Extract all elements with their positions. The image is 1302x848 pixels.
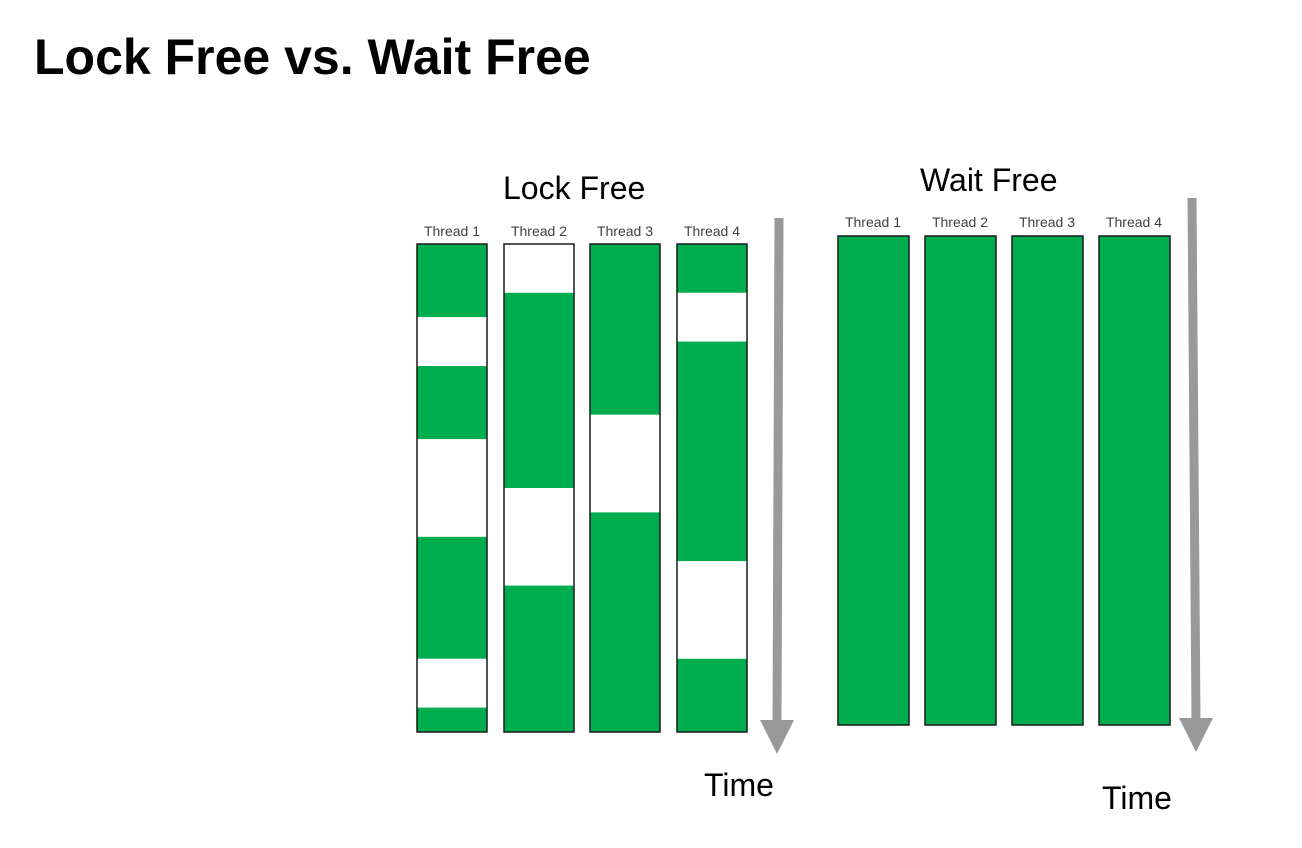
lock-free-thread-bars bbox=[416, 243, 748, 733]
lock-free-thread-1-running-segment bbox=[417, 244, 487, 318]
lock-free-thread-1-bar-outline bbox=[416, 243, 488, 733]
lock-free-thread-2-running-segment bbox=[504, 292, 574, 488]
lock-free-thread-1-idle-segment bbox=[417, 439, 487, 537]
wait-free-thread-3-running-segment bbox=[1012, 236, 1083, 725]
wait-free-thread-2-bar-outline bbox=[924, 235, 997, 726]
wait-free-thread-4-bar-outline bbox=[1098, 235, 1171, 726]
lock-free-thread-2-idle-segment bbox=[504, 244, 574, 293]
lock-free-thread-4-bar-outline bbox=[676, 243, 748, 733]
slide-title: Lock Free vs. Wait Free bbox=[34, 29, 591, 85]
lock-free-thread-2-idle-segment bbox=[504, 488, 574, 586]
lock-free-thread-4-running-segment bbox=[677, 658, 747, 732]
lock-free-thread-4-idle-segment bbox=[677, 292, 747, 342]
wait-free-thread-4-running-segment bbox=[1099, 236, 1170, 725]
wait-free-thread-label-4: Thread 4 bbox=[1105, 214, 1163, 230]
lock-free-time-arrow-head bbox=[760, 720, 794, 754]
wait-free-thread-label-2: Thread 2 bbox=[931, 214, 989, 230]
lock-free-thread-label-4: Thread 4 bbox=[683, 223, 741, 239]
lock-free-thread-1-idle-segment bbox=[417, 317, 487, 366]
wait-free-thread-3-bar-outline bbox=[1011, 235, 1084, 726]
wait-free-time-label: Time bbox=[1102, 780, 1172, 816]
wait-free-thread-label-1: Thread 1 bbox=[844, 214, 902, 230]
lock-free-thread-4-running-segment bbox=[677, 341, 747, 562]
lock-free-time-arrow-shaft bbox=[772, 217, 784, 723]
lock-free-thread-1-running-segment bbox=[417, 707, 487, 732]
lock-free-thread-label-2: Thread 2 bbox=[510, 223, 568, 239]
lock-free-thread-2-bar-outline bbox=[503, 243, 575, 733]
wait-free-thread-1-running-segment bbox=[838, 236, 909, 725]
lock-free-title: Lock Free bbox=[503, 170, 646, 206]
wait-free-thread-1-bar-outline bbox=[837, 235, 910, 726]
lock-free-time-arrow bbox=[760, 217, 794, 754]
lock-free-thread-3-running-segment bbox=[590, 512, 660, 732]
wait-free-thread-2-running-segment bbox=[925, 236, 996, 725]
lock-free-thread-label-1: Thread 1 bbox=[423, 223, 481, 239]
wait-free-time-arrow bbox=[1179, 197, 1213, 752]
lock-free-thread-1-idle-segment bbox=[417, 658, 487, 708]
wait-free-title: Wait Free bbox=[920, 162, 1058, 198]
lock-free-thread-4-running-segment bbox=[677, 244, 747, 293]
wait-free-time-arrow-shaft bbox=[1187, 197, 1201, 721]
lock-free-time-label: Time bbox=[704, 767, 774, 803]
wait-free-thread-label-3: Thread 3 bbox=[1018, 214, 1076, 230]
lock-free-thread-3-running-segment bbox=[590, 244, 660, 415]
lock-free-thread-label-3: Thread 3 bbox=[596, 223, 654, 239]
lock-free-thread-4-idle-segment bbox=[677, 561, 747, 659]
lock-free-thread-3-bar-outline bbox=[589, 243, 661, 733]
wait-free-time-arrow-head bbox=[1179, 718, 1213, 752]
wait-free-thread-bars bbox=[837, 235, 1171, 726]
lock-free-thread-1-running-segment bbox=[417, 366, 487, 440]
lock-free-thread-3-idle-segment bbox=[590, 414, 660, 513]
lock-free-thread-1-running-segment bbox=[417, 536, 487, 659]
lock-free-thread-2-running-segment bbox=[504, 585, 574, 732]
